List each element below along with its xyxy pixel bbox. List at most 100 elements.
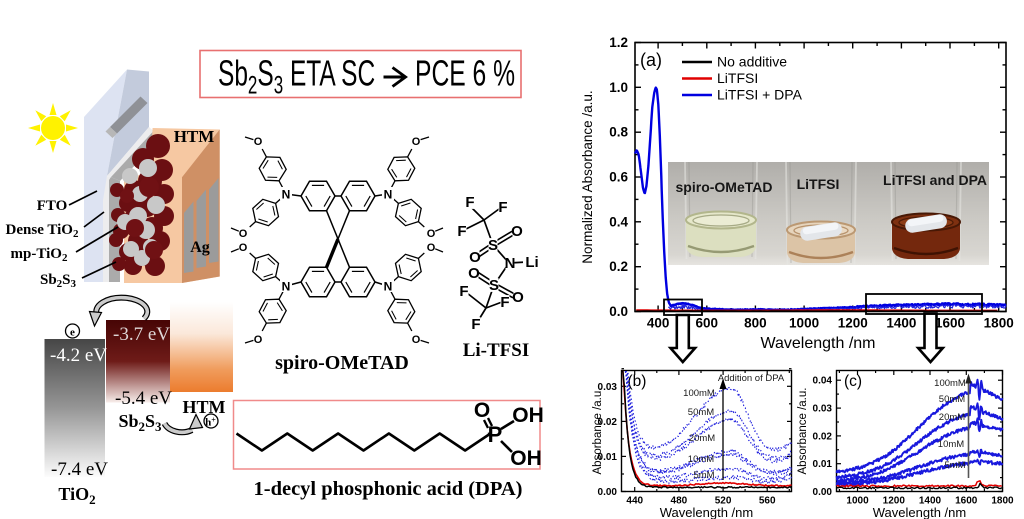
- svg-text:LiTFSI: LiTFSI: [797, 176, 840, 192]
- svg-text:560: 560: [759, 496, 776, 507]
- svg-text:0.02: 0.02: [598, 417, 618, 428]
- svg-text:F: F: [500, 294, 509, 311]
- svg-text:F: F: [498, 199, 507, 216]
- svg-text:O: O: [254, 334, 263, 346]
- svg-text:F: F: [457, 223, 466, 240]
- svg-text:1400: 1400: [886, 316, 916, 331]
- svg-text:0.0: 0.0: [609, 304, 628, 319]
- svg-text:LiTFSI: LiTFSI: [717, 70, 758, 86]
- svg-text:(b): (b): [628, 373, 647, 390]
- svg-text:Wavelength /nm: Wavelength /nm: [873, 505, 966, 519]
- svg-text:O: O: [468, 265, 480, 282]
- svg-text:O: O: [512, 289, 524, 306]
- svg-text:-3.7 eV: -3.7 eV: [113, 324, 170, 345]
- svg-text:OH: OH: [510, 447, 542, 470]
- svg-text:Ag: Ag: [190, 239, 210, 256]
- svg-text:LiTFSI + DPA: LiTFSI + DPA: [717, 87, 803, 103]
- svg-text:1200: 1200: [838, 316, 868, 331]
- svg-text:10mM: 10mM: [688, 454, 714, 465]
- svg-text:mp-TiO2: mp-TiO2: [11, 246, 68, 264]
- svg-text:Normalized Absorbance /a.u.: Normalized Absorbance /a.u.: [580, 90, 595, 263]
- svg-text:0.04: 0.04: [813, 376, 833, 387]
- svg-text:PCE 6 %: PCE 6 %: [415, 53, 515, 94]
- svg-text:5mM: 5mM: [693, 470, 714, 481]
- svg-text:1000: 1000: [846, 496, 869, 507]
- svg-text:0.00: 0.00: [813, 487, 833, 498]
- svg-text:O: O: [469, 249, 481, 266]
- svg-text:440: 440: [626, 496, 643, 507]
- svg-text:5mM: 5mM: [944, 460, 965, 471]
- svg-text:(c): (c): [844, 373, 862, 390]
- svg-text:LiTFSI and DPA: LiTFSI and DPA: [883, 172, 987, 188]
- svg-text:OH: OH: [512, 404, 544, 427]
- svg-text:N: N: [282, 280, 291, 294]
- svg-text:0.01: 0.01: [598, 452, 618, 463]
- svg-text:0.02: 0.02: [813, 431, 833, 442]
- svg-text:Dense TiO2: Dense TiO2: [6, 222, 79, 240]
- svg-text:50mM: 50mM: [939, 394, 965, 405]
- svg-text:Li-TFSI: Li-TFSI: [463, 340, 530, 361]
- svg-text:Wavelength /nm: Wavelength /nm: [760, 335, 875, 352]
- svg-text:O: O: [254, 136, 263, 148]
- svg-text:-4.2 eV: -4.2 eV: [50, 345, 107, 366]
- svg-text:N: N: [282, 188, 291, 202]
- svg-text:Absorbance /a.u.: Absorbance /a.u.: [797, 388, 809, 475]
- svg-text:1800: 1800: [991, 496, 1014, 507]
- svg-text:0.03: 0.03: [813, 404, 833, 415]
- svg-text:Sb2S3: Sb2S3: [118, 411, 162, 434]
- svg-text:0.8: 0.8: [609, 125, 628, 140]
- svg-text:-7.4 eV: -7.4 eV: [51, 459, 108, 480]
- svg-text:20mM: 20mM: [689, 433, 715, 444]
- svg-text:600: 600: [696, 316, 719, 331]
- svg-text:1200: 1200: [883, 496, 906, 507]
- svg-text:0.4: 0.4: [609, 214, 628, 229]
- svg-text:O: O: [412, 136, 421, 148]
- svg-text:N: N: [505, 255, 516, 272]
- svg-text:HTM: HTM: [183, 397, 226, 417]
- svg-text:400: 400: [647, 316, 670, 331]
- svg-text:O: O: [239, 242, 248, 254]
- svg-text:1800: 1800: [984, 316, 1014, 331]
- svg-text:P: P: [488, 422, 503, 447]
- svg-text:1400: 1400: [919, 496, 942, 507]
- svg-text:O: O: [412, 334, 421, 346]
- svg-text:S: S: [489, 277, 499, 294]
- svg-text:S: S: [488, 237, 498, 254]
- svg-text:Li: Li: [525, 254, 538, 271]
- svg-text:F: F: [459, 283, 468, 300]
- svg-text:Sb2S3: Sb2S3: [40, 272, 77, 290]
- svg-text:50mM: 50mM: [688, 407, 714, 418]
- svg-text:(a): (a): [640, 50, 662, 70]
- svg-text:F: F: [471, 316, 480, 333]
- svg-text:1.2: 1.2: [609, 35, 628, 50]
- svg-text:0.6: 0.6: [609, 170, 628, 185]
- svg-text:Sb2S3 ETA SC: Sb2S3 ETA SC: [218, 53, 375, 100]
- svg-text:0.01: 0.01: [813, 459, 833, 470]
- svg-text:0.00: 0.00: [598, 487, 618, 498]
- svg-text:520: 520: [715, 496, 732, 507]
- svg-text:Absorbance /a.u.: Absorbance /a.u.: [592, 388, 604, 475]
- svg-text:Wavelength /nm: Wavelength /nm: [660, 505, 753, 519]
- svg-text:h+: h+: [205, 416, 216, 429]
- svg-text:480: 480: [671, 496, 688, 507]
- svg-text:F: F: [465, 194, 474, 211]
- svg-text:0.03: 0.03: [598, 382, 618, 393]
- svg-text:1600: 1600: [935, 316, 965, 331]
- svg-text:No additive: No additive: [717, 54, 787, 70]
- svg-text:Addition of DPA: Addition of DPA: [718, 373, 785, 384]
- svg-text:HTM: HTM: [174, 127, 215, 146]
- svg-text:N: N: [384, 188, 393, 202]
- svg-text:800: 800: [744, 316, 767, 331]
- svg-text:O: O: [427, 242, 436, 254]
- svg-text:100mM: 100mM: [934, 378, 966, 389]
- svg-text:10mM: 10mM: [938, 439, 964, 450]
- svg-text:N: N: [384, 280, 393, 294]
- svg-text:O: O: [427, 228, 436, 240]
- svg-text:1-decyl phosphonic acid (DPA): 1-decyl phosphonic acid (DPA): [254, 478, 523, 500]
- svg-text:20mM: 20mM: [939, 412, 965, 423]
- svg-text:0.2: 0.2: [609, 259, 628, 274]
- svg-text:FTO: FTO: [37, 198, 68, 214]
- svg-text:e: e: [70, 327, 75, 339]
- svg-text:O: O: [474, 399, 490, 422]
- svg-text:O: O: [239, 228, 248, 240]
